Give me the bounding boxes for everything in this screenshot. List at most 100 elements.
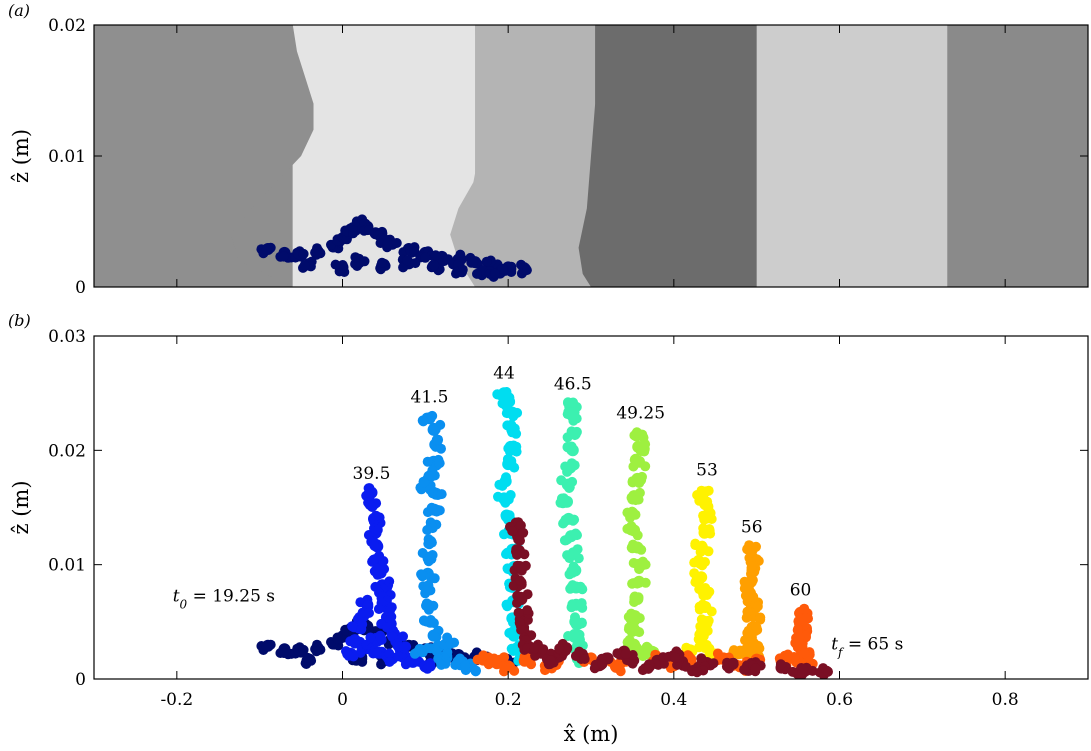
data-point xyxy=(472,654,483,665)
data-point xyxy=(775,659,786,670)
data-point xyxy=(375,632,386,643)
data-point xyxy=(373,604,384,614)
data-point xyxy=(640,577,651,588)
data-point xyxy=(570,528,581,539)
data-point xyxy=(569,430,580,441)
data-point xyxy=(702,625,713,636)
data-point xyxy=(643,663,654,674)
data-point xyxy=(798,663,809,674)
data-point xyxy=(620,649,631,659)
data-point xyxy=(492,389,503,400)
data-point xyxy=(429,631,440,642)
data-point xyxy=(692,667,702,678)
data-point xyxy=(519,549,530,560)
panel-b-tag: (b) xyxy=(8,311,31,330)
data-point xyxy=(755,612,766,623)
data-point xyxy=(569,407,580,418)
interface-dark xyxy=(578,25,757,287)
data-point xyxy=(526,659,537,670)
data-point xyxy=(597,658,608,669)
data-point xyxy=(634,478,645,488)
data-point xyxy=(299,260,310,271)
data-point xyxy=(739,664,750,675)
series-49.25 xyxy=(622,427,660,662)
data-point xyxy=(625,512,636,523)
data-point xyxy=(261,244,272,255)
x-axis-label: x̂ (m) xyxy=(564,722,619,746)
data-point xyxy=(702,618,713,629)
data-point xyxy=(694,604,705,615)
data-point xyxy=(508,646,519,656)
data-point xyxy=(563,631,574,641)
data-point xyxy=(508,411,519,422)
time-annotation: 56 xyxy=(741,518,763,538)
data-point xyxy=(696,485,707,496)
data-point xyxy=(429,573,440,584)
data-point xyxy=(703,485,714,496)
data-point xyxy=(502,420,513,431)
data-point xyxy=(379,564,390,574)
data-point xyxy=(632,578,643,589)
data-point xyxy=(509,665,520,676)
time-annotation: 60 xyxy=(790,581,812,601)
x-tick-label: 0.4 xyxy=(660,690,687,710)
data-point xyxy=(627,494,638,505)
data-point xyxy=(563,465,574,475)
data-point xyxy=(501,549,511,560)
data-point xyxy=(568,397,579,408)
data-point xyxy=(481,256,492,267)
data-point xyxy=(752,601,763,612)
data-point xyxy=(782,651,793,662)
data-point xyxy=(504,394,515,405)
time-annotation: 44 xyxy=(493,363,515,383)
data-point xyxy=(330,259,341,270)
series-53 xyxy=(679,485,722,662)
background-band xyxy=(947,25,1088,287)
x-tick-label: 0 xyxy=(337,690,348,710)
data-point xyxy=(750,663,761,674)
data-point xyxy=(430,250,441,261)
data-point xyxy=(516,625,527,635)
data-point xyxy=(634,564,645,575)
data-point xyxy=(513,607,524,618)
data-point xyxy=(278,648,289,658)
y-axis-label: ẑ (m) xyxy=(9,480,33,534)
data-point xyxy=(704,645,715,655)
data-point xyxy=(347,621,358,632)
data-point xyxy=(746,562,757,573)
y-tick-label: 0.01 xyxy=(48,556,86,576)
data-point xyxy=(427,550,438,560)
y-tick-label: 0.02 xyxy=(48,441,86,461)
interface-middle xyxy=(450,25,596,287)
time-annotation: 39.5 xyxy=(353,464,391,484)
data-point xyxy=(751,541,761,552)
data-point xyxy=(566,445,577,456)
data-point xyxy=(368,554,379,565)
data-point xyxy=(529,643,540,654)
data-point xyxy=(694,575,705,586)
time-annotation: 41.5 xyxy=(411,387,449,407)
data-point xyxy=(419,615,429,626)
data-point xyxy=(567,566,578,577)
y-tick-label: 0.02 xyxy=(48,16,86,36)
data-point xyxy=(509,630,520,641)
tf-label: tf = 65 s xyxy=(831,634,903,659)
data-point xyxy=(429,424,440,435)
data-point xyxy=(742,606,753,617)
data-point xyxy=(404,656,415,667)
data-point xyxy=(371,510,381,521)
data-point xyxy=(410,258,421,269)
data-point xyxy=(416,569,427,580)
panel-a-tag: (a) xyxy=(8,1,30,20)
panel-a: 0 0.01 0.02 ẑ (m) xyxy=(9,16,1089,298)
data-point xyxy=(298,644,309,655)
data-point xyxy=(698,590,709,601)
data-point xyxy=(425,661,436,672)
data-point xyxy=(431,434,442,445)
x-tick-label: 0.8 xyxy=(992,690,1019,710)
data-point xyxy=(507,526,518,537)
data-point xyxy=(472,268,482,279)
data-point xyxy=(695,547,706,557)
data-point xyxy=(518,527,529,538)
